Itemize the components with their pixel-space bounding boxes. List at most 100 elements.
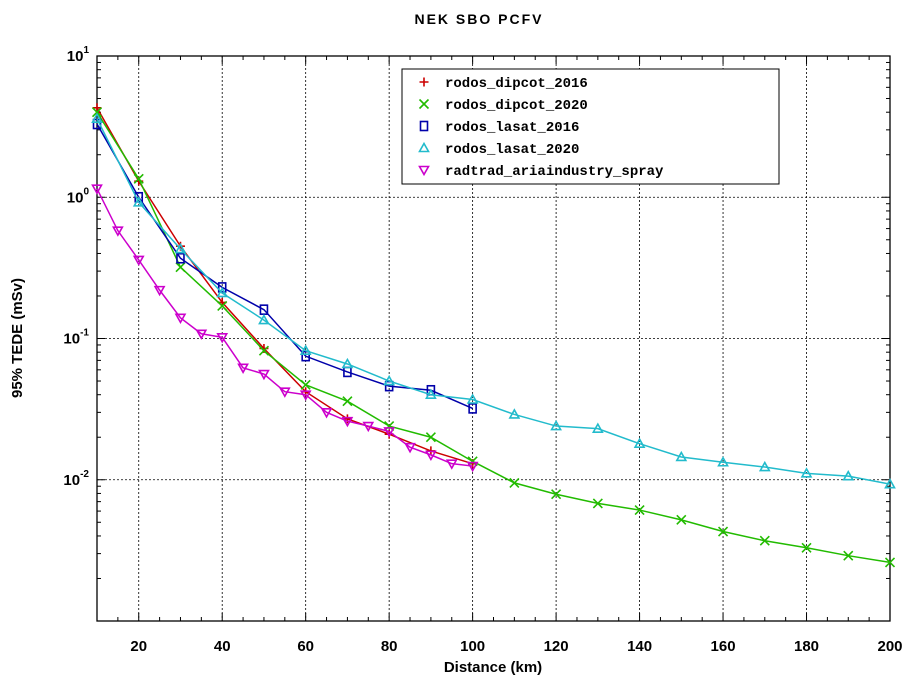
y-tick-label: 101 [67, 45, 90, 65]
data-point [237, 363, 249, 374]
y-tick-label: 10-2 [63, 469, 89, 489]
x-tick-label: 40 [214, 638, 231, 655]
series-layer [91, 103, 896, 568]
data-point [301, 350, 310, 362]
y-axis-label: 95% TEDE (mSv) [9, 278, 26, 398]
data-point [341, 416, 354, 428]
data-point [258, 369, 270, 381]
data-point [195, 329, 208, 340]
data-point [132, 196, 145, 207]
series-line [96, 107, 473, 465]
data-point [592, 498, 603, 509]
axis-ticks [96, 56, 891, 622]
data-point [884, 557, 896, 568]
series-line [96, 111, 891, 564]
data-point [634, 505, 645, 516]
legend-marker [418, 165, 430, 177]
data-point [508, 408, 521, 419]
y-tick-label: 100 [67, 186, 90, 206]
data-point [801, 542, 812, 553]
data-point [884, 478, 896, 489]
data-point [383, 427, 396, 438]
data-point [153, 285, 166, 297]
chart-title: NEK SBO PCFV [414, 11, 543, 27]
legend-label: rodos_dipcot_2020 [445, 98, 588, 114]
data-point [258, 313, 270, 325]
data-point [425, 388, 437, 400]
legend-label: rodos_dipcot_2016 [445, 76, 588, 92]
data-point [591, 422, 604, 433]
data-point [132, 255, 145, 267]
y-axis-tick-labels: 101 100 10-1 10-2 [63, 45, 89, 489]
legend-marker [418, 141, 430, 153]
data-point [466, 393, 479, 404]
data-point [675, 450, 688, 462]
data-point [299, 344, 312, 355]
series-line [96, 188, 473, 467]
data-point [176, 252, 185, 264]
x-tick-label: 100 [460, 638, 485, 655]
data-point [717, 526, 729, 537]
data-point [425, 432, 436, 443]
x-axis-tick-labels: 20 40 60 80 100 120 140 160 180 200 [130, 638, 902, 655]
series-rodos_lasat_2020 [91, 112, 896, 489]
data-point [425, 450, 437, 462]
grid [97, 56, 890, 621]
series-radtrad_ariaindustry_spray [91, 184, 479, 473]
data-point [362, 421, 375, 433]
legend-marker [419, 120, 429, 132]
legend-marker [418, 98, 430, 110]
data-point [843, 550, 854, 561]
data-point [717, 456, 729, 467]
legend-marker [419, 77, 429, 87]
data-point [92, 103, 102, 113]
legend-item: rodos_lasat_2020 [418, 141, 579, 158]
data-point [112, 226, 124, 237]
legend-item: rodos_dipcot_2016 [419, 76, 588, 92]
data-point [551, 489, 562, 500]
data-point [842, 470, 855, 481]
x-axis-label: Distance (km) [444, 659, 542, 676]
x-tick-label: 140 [627, 638, 652, 655]
data-point [299, 390, 312, 401]
x-tick-label: 80 [381, 638, 398, 655]
data-point [217, 300, 228, 312]
data-point [550, 419, 562, 431]
data-point [216, 286, 229, 298]
x-tick-label: 200 [877, 638, 902, 655]
data-point [759, 535, 770, 546]
legend-label: rodos_lasat_2020 [445, 142, 579, 158]
legend-item: rodos_lasat_2016 [419, 120, 579, 136]
data-point [174, 242, 187, 254]
legend-item: rodos_dipcot_2020 [418, 98, 588, 114]
data-point [216, 332, 229, 344]
legend-box [401, 68, 780, 185]
data-point [800, 467, 813, 478]
data-point [300, 379, 311, 390]
data-point [509, 477, 520, 488]
data-point [91, 107, 103, 118]
data-point [676, 514, 687, 525]
x-tick-label: 60 [297, 638, 314, 655]
data-point [758, 460, 771, 472]
legend-label: rodos_lasat_2016 [445, 120, 579, 136]
data-point [91, 184, 103, 195]
series-line [96, 118, 891, 485]
data-point [320, 408, 333, 419]
x-tick-label: 20 [130, 638, 147, 655]
x-tick-label: 120 [544, 638, 569, 655]
data-point [445, 459, 458, 470]
legend-label: radtrad_ariaindustry_spray [445, 164, 664, 180]
data-point [468, 403, 477, 414]
data-point [133, 173, 144, 184]
x-tick-label: 180 [794, 638, 819, 655]
legend-item: radtrad_ariaindustry_spray [418, 164, 664, 180]
data-point [341, 357, 354, 369]
data-point [91, 112, 103, 123]
data-point [278, 387, 291, 398]
data-point [175, 262, 186, 273]
data-point [404, 442, 416, 454]
data-point [342, 396, 353, 407]
data-point [466, 461, 479, 473]
